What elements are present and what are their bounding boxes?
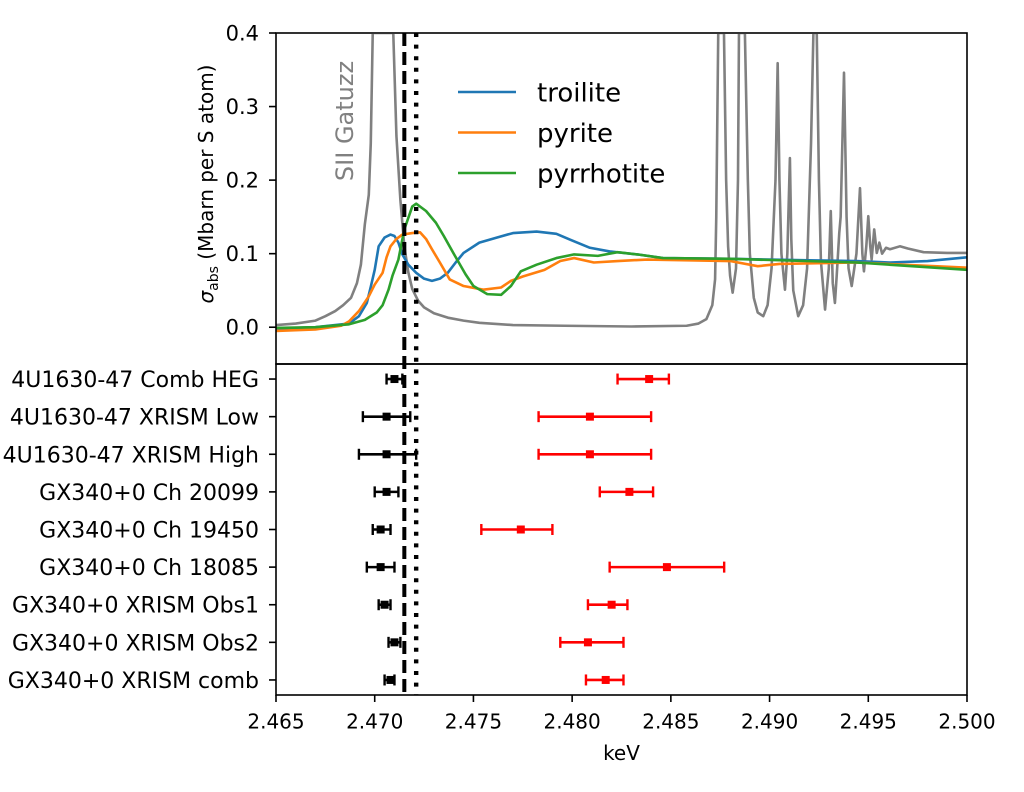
category-label: 4U1630-47 XRISM Low — [10, 406, 259, 431]
errorbar-marker — [390, 375, 399, 384]
legend-label-pyrrhotite: pyrrhotite — [537, 160, 665, 190]
category-label: GX340+0 XRISM comb — [8, 669, 259, 694]
errorbar-marker — [382, 450, 391, 459]
y-axis-ticks: 0.0 0.1 0.2 0.3 0.4 — [226, 22, 276, 340]
errorbar-marker — [645, 375, 654, 384]
y-tick-label: 0.2 — [226, 169, 259, 193]
category-label: GX340+0 Ch 20099 — [39, 481, 259, 506]
errorbar-black — [365, 561, 396, 573]
y-tick-label: 0.3 — [226, 95, 259, 119]
errorbar-marker — [607, 600, 616, 609]
x-axis-ticks: 2.465 2.470 2.475 2.480 2.485 2.490 2.495 2.500 — [247, 695, 996, 734]
errorbar-red — [537, 411, 653, 423]
category-label: GX340+0 XRISM Obs2 — [12, 631, 259, 656]
errorbar-marker — [376, 525, 385, 534]
errorbar-area — [357, 373, 726, 686]
errorbar-black — [377, 599, 392, 611]
errorbar-marker — [662, 563, 671, 572]
x-tick-label: 2.485 — [642, 710, 699, 734]
errorbar-marker — [382, 412, 391, 421]
x-tick-label: 2.475 — [445, 710, 502, 734]
x-tick-label: 2.465 — [247, 710, 304, 734]
sii-gatuzz-annotation: SII Gatuzz — [331, 61, 359, 181]
errorbar-marker — [380, 600, 389, 609]
y-tick-label: 0.0 — [226, 316, 259, 340]
errorbar-marker — [585, 450, 594, 459]
errorbar-marker — [583, 638, 592, 647]
category-axis: 4U1630-47 Comb HEG 4U1630-47 XRISM Low 4U1… — [3, 368, 276, 694]
category-label: 4U1630-47 Comb HEG — [11, 368, 259, 393]
errorbar-red — [608, 561, 726, 573]
category-label: GX340+0 XRISM Obs1 — [12, 594, 259, 619]
errorbar-red — [616, 373, 671, 385]
category-label: GX340+0 Ch 19450 — [39, 519, 259, 544]
category-label: GX340+0 Ch 18085 — [39, 556, 259, 581]
errorbar-black — [387, 636, 402, 648]
y-tick-label: 0.1 — [226, 242, 259, 266]
pyrite-curve — [276, 231, 967, 333]
y-axis-label-symbol: σ — [194, 289, 218, 303]
x-tick-label: 2.495 — [840, 710, 897, 734]
category-label: 4U1630-47 XRISM High — [3, 443, 259, 468]
x-axis-label: keV — [603, 741, 640, 765]
pyrrhotite-curve — [276, 202, 967, 330]
legend-entry-troilite: troilite — [458, 79, 621, 109]
errorbar-black — [383, 674, 396, 686]
errorbar-marker — [585, 412, 594, 421]
errorbar-marker — [390, 638, 399, 647]
errorbar-marker — [376, 563, 385, 572]
y-axis-label-text: (Mbarn per S atom) — [194, 65, 218, 267]
y-axis-label: σabs (Mbarn per S atom) — [194, 65, 222, 304]
errorbar-red — [480, 524, 554, 535]
y-tick-label: 0.4 — [226, 22, 259, 46]
errorbar-marker — [601, 675, 610, 684]
errorbar-red — [537, 448, 653, 460]
errorbar-marker — [625, 487, 634, 496]
absorption-cross-section-panel: 0.00.10.20.30.4 σabs (Mbarn per S atom) … — [194, 22, 967, 340]
line-centroid-panel: 4U1630-47 Comb HEG 4U1630-47 XRISM Low 4U1… — [3, 368, 996, 765]
x-tick-label: 2.500 — [938, 710, 995, 734]
errorbar-marker — [382, 487, 391, 496]
legend: troilite pyrite pyrrhotite — [458, 79, 665, 190]
errorbar-black — [371, 524, 392, 535]
legend-entry-pyrite: pyrite — [458, 119, 613, 149]
bottom-panel-frame — [275, 363, 968, 696]
legend-label-troilite: troilite — [537, 79, 621, 109]
legend-entry-pyrrhotite: pyrrhotite — [458, 160, 665, 190]
errorbar-red — [584, 674, 625, 686]
errorbar-red — [559, 636, 625, 648]
y-axis-label-subscript: abs — [206, 266, 222, 291]
x-tick-label: 2.490 — [741, 710, 798, 734]
errorbar-marker — [516, 525, 525, 534]
x-tick-label: 2.470 — [346, 710, 403, 734]
errorbar-marker — [386, 675, 395, 684]
errorbar-red — [598, 486, 655, 498]
x-tick-label: 2.480 — [544, 710, 601, 734]
errorbar-black — [373, 486, 400, 498]
errorbar-red — [586, 599, 629, 611]
legend-label-pyrite: pyrite — [537, 119, 613, 149]
